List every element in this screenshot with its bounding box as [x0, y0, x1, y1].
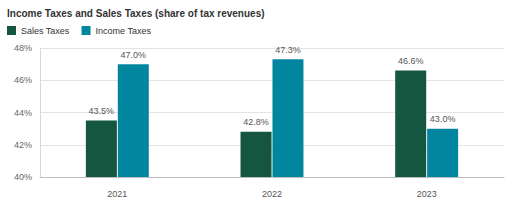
- svg-text:2023: 2023: [417, 189, 437, 199]
- svg-text:2022: 2022: [262, 189, 282, 199]
- svg-text:46.6%: 46.6%: [398, 56, 424, 66]
- svg-text:42.8%: 42.8%: [243, 117, 269, 127]
- svg-text:42%: 42%: [14, 140, 32, 150]
- svg-text:40%: 40%: [14, 172, 32, 182]
- svg-text:43.5%: 43.5%: [89, 106, 115, 116]
- svg-text:Income Taxes: Income Taxes: [96, 26, 152, 36]
- svg-text:2021: 2021: [107, 189, 127, 199]
- svg-text:47.3%: 47.3%: [275, 45, 301, 55]
- svg-text:46%: 46%: [14, 75, 32, 85]
- svg-text:48%: 48%: [14, 43, 32, 53]
- svg-text:44%: 44%: [14, 108, 32, 118]
- svg-text:Sales Taxes: Sales Taxes: [21, 26, 70, 36]
- svg-text:47.0%: 47.0%: [121, 50, 147, 60]
- svg-text:43.0%: 43.0%: [430, 114, 456, 124]
- svg-text:Income Taxes and Sales Taxes (: Income Taxes and Sales Taxes (share of t…: [7, 8, 265, 19]
